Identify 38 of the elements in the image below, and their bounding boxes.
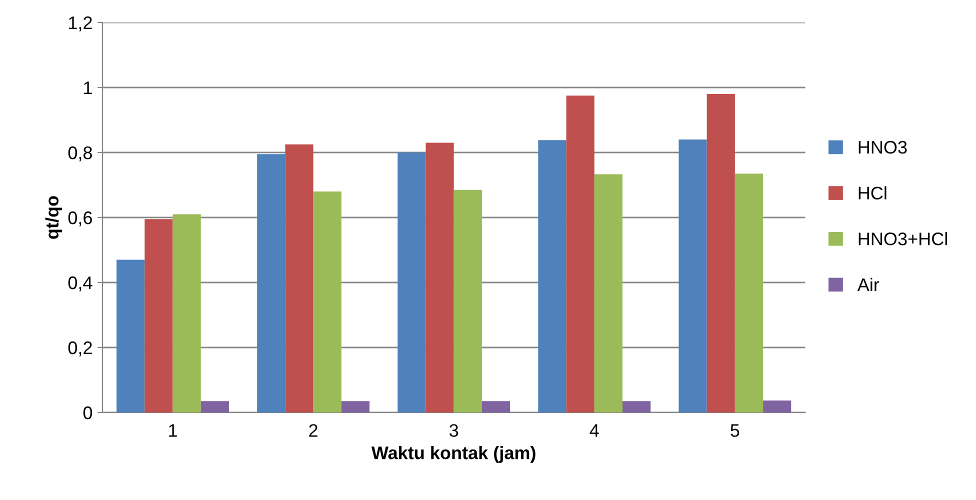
bar [144,219,173,412]
legend-label: Air [857,278,880,291]
y-tick-label: 0 [83,406,92,420]
x-tick-label: 4 [590,424,599,437]
bar [172,214,201,412]
bar [734,174,764,412]
bar [116,260,145,412]
bar [566,96,594,412]
x-tick-label: 5 [730,424,740,437]
bar [341,401,370,412]
bar [398,152,426,412]
y-tick-label: 0,2 [68,341,92,356]
x-tick-label: 3 [450,424,458,437]
legend-label: HNO3+HCl [858,232,947,246]
y-tick-label: 0,8 [68,146,92,162]
bar [482,401,510,412]
bar [594,174,622,412]
bar [454,190,482,412]
x-tick-label: 2 [309,424,318,437]
y-tick-label: 0,6 [68,211,92,226]
legend-label: HNO3 [858,140,907,154]
y-axis-title: qt/qo [45,196,62,239]
bar [313,192,342,412]
y-tick-label: 0,4 [68,276,92,292]
x-tick-label: 1 [169,424,177,437]
x-axis-title: Waktu kontak (jam) [371,446,536,463]
y-tick-label: 1,2 [69,16,92,32]
bar [200,401,229,412]
bar [538,140,566,412]
bar [763,400,792,412]
bar [678,140,707,412]
bar [257,154,286,412]
bar [706,94,735,412]
bar [426,142,454,412]
legend-label: HCl [858,186,886,200]
bar [285,144,314,412]
bar [622,401,651,412]
y-tick-label: 1 [84,82,92,94]
